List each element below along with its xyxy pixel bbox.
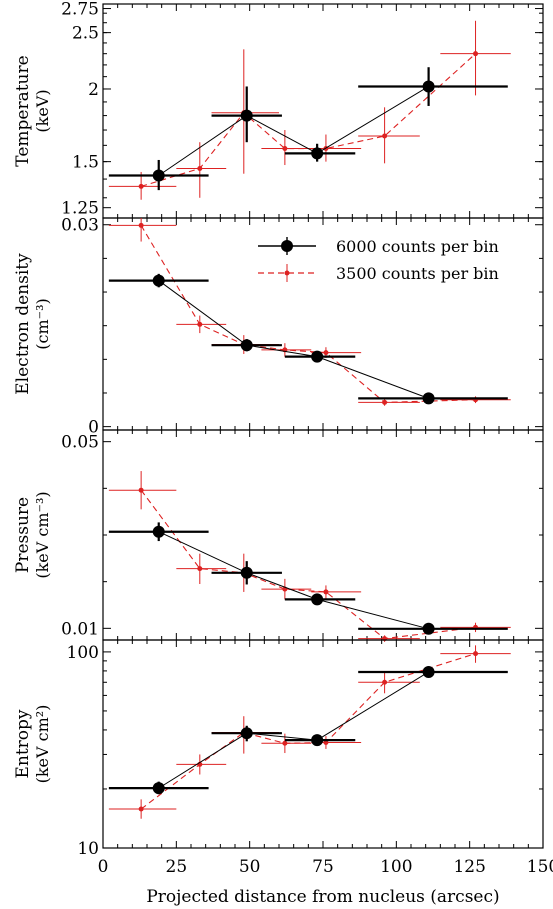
- x-tick-label: 100: [380, 857, 412, 877]
- data-point: [138, 222, 144, 228]
- data-point: [152, 782, 165, 795]
- data-point: [282, 146, 288, 152]
- y-tick-label: 0.05: [61, 433, 99, 453]
- data-point: [323, 740, 329, 746]
- series-line: [158, 280, 429, 399]
- data-point: [152, 525, 165, 538]
- data-point: [422, 665, 435, 678]
- data-point: [323, 589, 329, 595]
- y-axis-label: Temperature: [13, 55, 33, 166]
- data-point: [422, 622, 435, 635]
- legend-entry-3500: 3500 counts per bin: [336, 264, 499, 283]
- y-axis-label: Pressure: [13, 497, 33, 573]
- legend: 6000 counts per bin 3500 counts per bin: [258, 237, 499, 283]
- series-line: [140, 489, 476, 640]
- data-point: [240, 727, 253, 740]
- data-point: [323, 350, 329, 356]
- x-tick-label: 0: [98, 857, 109, 877]
- panel-frame: [102, 429, 544, 641]
- panel-entropy: 10 100 Entropy (keV cm²): [13, 639, 544, 859]
- series-black: [108, 665, 508, 795]
- legend-marker-black: [281, 240, 293, 252]
- series-black: [108, 522, 508, 635]
- y-tick-label: 100: [67, 643, 99, 663]
- series-red: [108, 20, 511, 200]
- legend-entry-6000: 6000 counts per bin: [336, 237, 499, 256]
- y-axis-label: Electron density: [13, 253, 33, 395]
- data-point: [240, 566, 253, 579]
- data-point: [152, 169, 165, 182]
- data-point: [152, 274, 165, 287]
- data-point: [197, 566, 203, 572]
- y-tick-label: 1.25: [61, 199, 99, 219]
- x-tick-label: 75: [312, 857, 334, 877]
- x-tick-labels: 0 25 50 75 100 125 150: [98, 857, 553, 877]
- y-tick-label: 1.5: [72, 153, 99, 173]
- panel-pressure: 0.01 0.05 Pressure (keV cm⁻³): [13, 429, 544, 642]
- series-line: [140, 53, 476, 187]
- y-axis-label: Entropy: [13, 709, 33, 778]
- y-tick-label: 10: [77, 839, 99, 859]
- x-tick-label: 125: [453, 857, 485, 877]
- x-axis-label: Projected distance from nucleus (arcsec): [146, 887, 499, 907]
- data-point: [240, 109, 253, 122]
- series-line: [158, 671, 429, 789]
- series-line: [158, 86, 429, 176]
- data-point: [240, 339, 253, 352]
- y-axis-unit: (keV cm²): [33, 705, 52, 784]
- legend-marker-red: [284, 270, 290, 276]
- data-point: [422, 80, 435, 93]
- data-point: [382, 399, 388, 405]
- y-axis-unit: (keV cm⁻³): [33, 491, 52, 578]
- series-black: [108, 67, 508, 191]
- y-axis-unit: (cm⁻³): [33, 298, 52, 349]
- data-point: [473, 51, 479, 57]
- data-point: [138, 487, 144, 493]
- data-point: [311, 593, 324, 606]
- data-point: [422, 392, 435, 405]
- data-point: [282, 740, 288, 746]
- data-point: [138, 183, 144, 189]
- y-tick-label: 2: [88, 80, 99, 100]
- panel-temperature: 1.25 1.5 2 2.5 2.75 Temperature (keV): [13, 0, 544, 219]
- data-point: [473, 651, 479, 657]
- y-tick-label: 0: [88, 418, 99, 438]
- x-tick-label: 150: [527, 857, 553, 877]
- panels: 1.25 1.5 2 2.5 2.75 Temperature (keV) 0 0.03 Elec…: [13, 0, 544, 859]
- x-tick-label: 25: [166, 857, 188, 877]
- data-point: [382, 679, 388, 685]
- series-line: [158, 531, 429, 630]
- series-red: [108, 471, 511, 642]
- x-tick-label: 50: [239, 857, 261, 877]
- data-point: [197, 321, 203, 327]
- data-point: [311, 350, 324, 363]
- y-tick-label: 2.5: [72, 24, 99, 44]
- data-point: [382, 133, 388, 139]
- y-tick-label: 0.03: [61, 216, 99, 236]
- data-point: [197, 165, 203, 171]
- y-tick-label: 0.01: [61, 619, 99, 639]
- data-point: [311, 734, 324, 747]
- data-point: [138, 806, 144, 812]
- y-axis-unit: (keV): [33, 89, 52, 132]
- data-point: [311, 147, 324, 160]
- y-tick-label: 2.75: [61, 0, 99, 20]
- series-black: [108, 273, 508, 405]
